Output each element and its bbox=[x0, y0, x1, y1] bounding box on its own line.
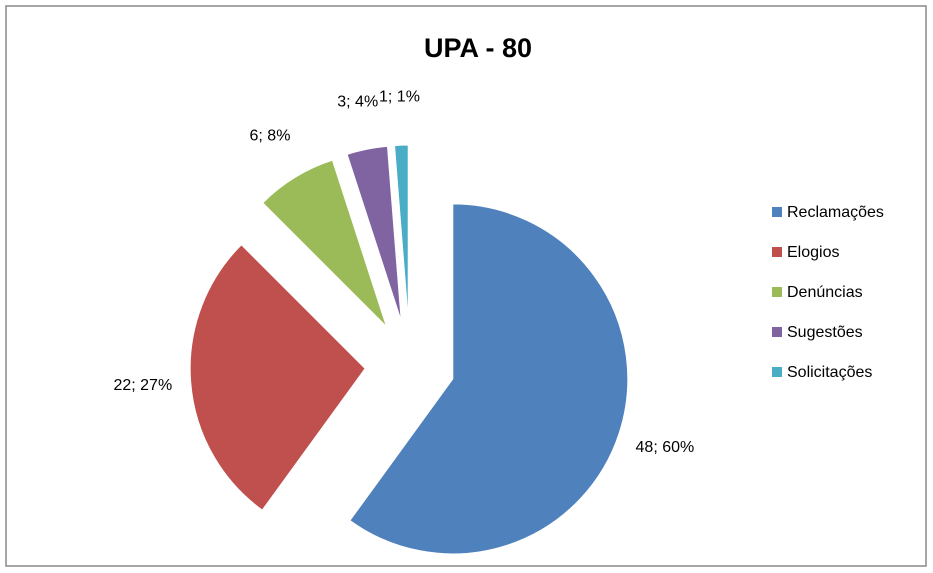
data-label: 3; 4% bbox=[337, 93, 378, 110]
data-label: 1; 1% bbox=[379, 88, 420, 105]
pie-slice bbox=[349, 203, 629, 555]
legend-swatch bbox=[772, 367, 782, 377]
legend-swatch bbox=[772, 327, 782, 337]
legend-swatch bbox=[772, 247, 782, 257]
legend-label: Reclamações bbox=[787, 204, 884, 221]
data-label: 6; 8% bbox=[250, 128, 291, 145]
legend-swatch bbox=[772, 207, 782, 217]
data-label: 48; 60% bbox=[636, 439, 695, 456]
legend-label: Solicitações bbox=[787, 364, 872, 381]
legend-label: Denúncias bbox=[787, 284, 863, 301]
pie-slice bbox=[189, 244, 366, 511]
legend-label: Elogios bbox=[787, 244, 839, 261]
legend-label: Sugestões bbox=[787, 324, 863, 341]
pie-slice bbox=[262, 159, 387, 327]
chart-title: UPA - 80 bbox=[424, 33, 532, 63]
pie-slice bbox=[393, 144, 409, 321]
legend-swatch bbox=[772, 287, 782, 297]
pie-slice bbox=[346, 145, 402, 322]
data-label: 22; 27% bbox=[113, 377, 172, 394]
